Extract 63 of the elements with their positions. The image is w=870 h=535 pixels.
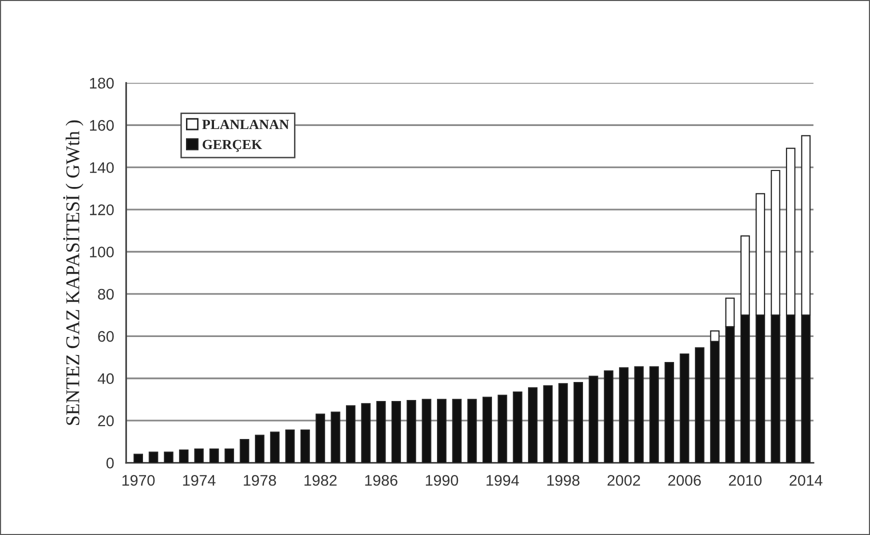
y-tick-label: 60	[98, 331, 114, 342]
bar	[574, 382, 584, 463]
x-tick-label: 1970	[122, 474, 155, 486]
bar	[528, 387, 538, 463]
legend-label: GERÇEK	[202, 140, 262, 152]
bar	[376, 401, 386, 463]
bar	[194, 448, 204, 463]
bar	[422, 398, 432, 463]
x-tick-label: 1978	[244, 474, 276, 486]
legend-label: PLANLANAN	[202, 120, 289, 130]
bar	[285, 430, 295, 463]
bar	[406, 400, 416, 463]
bar	[164, 452, 174, 463]
y-tick-label: 100	[90, 246, 114, 258]
bar	[361, 403, 371, 463]
y-tick-label: 0	[106, 458, 114, 468]
bar	[498, 394, 508, 463]
bar	[437, 398, 446, 463]
y-tick-label: 160	[90, 120, 114, 131]
bar	[300, 430, 310, 463]
bar	[240, 439, 250, 463]
bar	[224, 448, 234, 463]
y-tick-label: 40	[98, 373, 114, 384]
x-tick-label: 1982	[304, 474, 337, 486]
bar	[452, 398, 462, 463]
x-tick-label: 2006	[668, 474, 701, 486]
x-tick-label: 2002	[608, 474, 640, 486]
x-tick-label: 1974	[183, 474, 216, 486]
bar	[316, 414, 326, 463]
bar	[619, 367, 629, 463]
y-tick-label: 120	[90, 204, 114, 216]
bar	[148, 452, 158, 463]
bar	[588, 376, 598, 463]
bar	[649, 366, 659, 463]
bar	[254, 434, 264, 463]
bar	[634, 366, 644, 463]
bar	[680, 354, 690, 463]
y-tick-label: 80	[98, 288, 114, 300]
bar	[604, 370, 614, 463]
x-tick-label: 1998	[547, 474, 580, 486]
bar	[558, 383, 568, 463]
bar	[664, 362, 674, 463]
y-tick-label: 140	[90, 162, 114, 174]
bar	[391, 401, 401, 463]
bar	[512, 392, 522, 463]
bar	[482, 396, 492, 463]
bar	[694, 347, 704, 463]
x-tick-label: 1994	[486, 474, 519, 486]
y-tick-label: 180	[90, 78, 114, 89]
bar	[543, 385, 553, 463]
bar	[346, 405, 356, 463]
x-tick-label: 2010	[728, 474, 762, 486]
y-axis-title: SENTEZ GAZ KAPASİTESİ ( GWth )	[63, 120, 84, 425]
x-tick-label: 1986	[365, 474, 398, 486]
bar	[330, 412, 340, 463]
bar	[209, 448, 219, 463]
bar	[134, 454, 144, 463]
bar	[467, 398, 477, 463]
x-tick-label: 2014	[790, 474, 822, 486]
x-tick-label: 1990	[426, 474, 458, 486]
bar	[270, 432, 280, 463]
y-tick-label: 20	[98, 415, 114, 426]
bar	[179, 450, 189, 463]
